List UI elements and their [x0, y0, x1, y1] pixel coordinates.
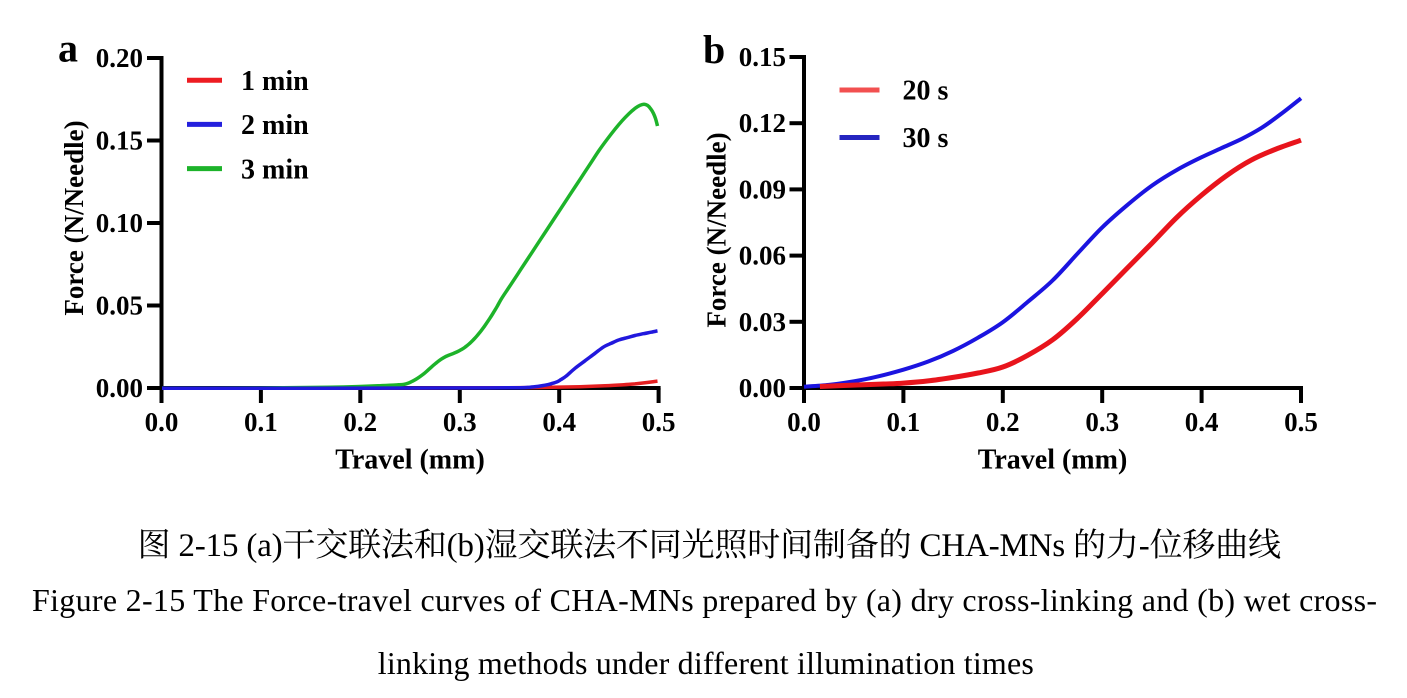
svg-text:a: a [58, 26, 78, 71]
svg-text:0.1: 0.1 [887, 407, 921, 437]
svg-text:0.00: 0.00 [739, 373, 786, 403]
svg-text:0.00: 0.00 [96, 373, 143, 403]
svg-text:0.0: 0.0 [145, 407, 179, 437]
svg-text:0.09: 0.09 [739, 174, 786, 204]
svg-text:30 s: 30 s [903, 123, 949, 154]
svg-text:20 s: 20 s [903, 76, 949, 107]
svg-text:Force (N/Needle): Force (N/Needle) [59, 120, 89, 315]
svg-text:0.20: 0.20 [96, 43, 143, 73]
svg-text:0.4: 0.4 [1185, 407, 1219, 437]
svg-text:Travel (mm): Travel (mm) [335, 445, 485, 476]
svg-text:1 min: 1 min [241, 66, 309, 97]
svg-text:0.03: 0.03 [739, 307, 786, 337]
svg-text:0.15: 0.15 [96, 126, 143, 156]
svg-text:0.5: 0.5 [1284, 407, 1318, 437]
svg-text:0.1: 0.1 [244, 407, 278, 437]
svg-text:0.0: 0.0 [787, 407, 821, 437]
svg-text:Travel (mm): Travel (mm) [978, 445, 1128, 476]
svg-text:Figure 2-15 The Force-travel c: Figure 2-15 The Force-travel curves of C… [32, 582, 1377, 618]
svg-text:3 min: 3 min [241, 154, 309, 185]
svg-text:0.10: 0.10 [96, 208, 143, 238]
svg-text:0.2: 0.2 [986, 407, 1020, 437]
svg-text:0.06: 0.06 [739, 241, 786, 271]
svg-text:0.4: 0.4 [542, 407, 576, 437]
svg-text:0.2: 0.2 [343, 407, 377, 437]
svg-text:0.05: 0.05 [96, 291, 143, 321]
svg-text:0.3: 0.3 [443, 407, 477, 437]
svg-text:0.5: 0.5 [642, 407, 676, 437]
svg-text:linking methods under differen: linking methods under different illumina… [378, 645, 1034, 681]
svg-text:0.12: 0.12 [739, 108, 786, 138]
svg-text:2 min: 2 min [241, 110, 309, 141]
svg-text:0.3: 0.3 [1085, 407, 1119, 437]
svg-text:Force (N/Needle): Force (N/Needle) [702, 132, 732, 327]
svg-text:b: b [703, 27, 725, 72]
svg-text:0.15: 0.15 [739, 42, 786, 72]
